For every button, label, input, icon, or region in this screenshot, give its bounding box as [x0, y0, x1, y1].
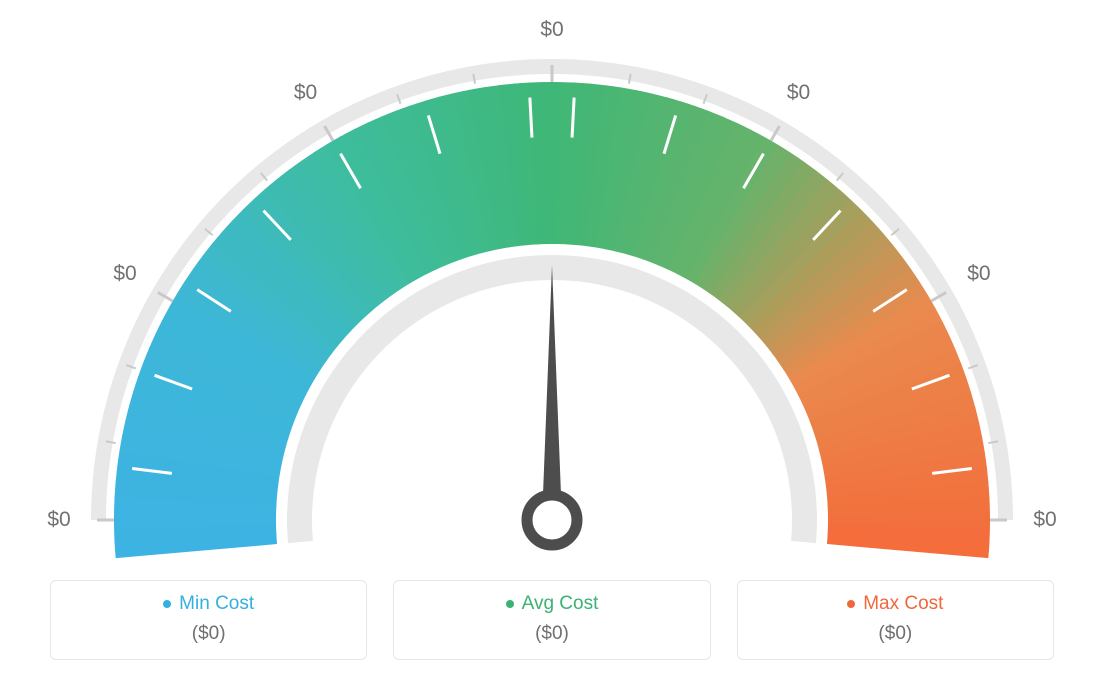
dot-icon — [847, 600, 855, 608]
gauge-tick-label: $0 — [540, 18, 563, 42]
gauge-svg — [0, 0, 1104, 570]
gauge-tick-label: $0 — [787, 81, 810, 105]
legend-label: Min Cost — [179, 593, 254, 615]
legend-label: Max Cost — [863, 593, 943, 615]
legend-value: ($0) — [404, 623, 699, 645]
gauge-tick-label: $0 — [113, 262, 136, 286]
gauge: $0 $0 $0 $0 $0 $0 $0 — [0, 0, 1104, 570]
legend-card-avg: Avg Cost ($0) — [393, 580, 710, 660]
gauge-tick-label: $0 — [47, 508, 70, 532]
gauge-tick-label: $0 — [294, 81, 317, 105]
legend-row: Min Cost ($0) Avg Cost ($0) Max Cost ($0… — [50, 580, 1054, 660]
gauge-tick-label: $0 — [1033, 508, 1056, 532]
legend-value: ($0) — [748, 623, 1043, 645]
legend-value: ($0) — [61, 623, 356, 645]
legend-label: Avg Cost — [522, 593, 599, 615]
legend-title-max: Max Cost — [847, 593, 943, 615]
gauge-tick-label: $0 — [967, 262, 990, 286]
dot-icon — [163, 600, 171, 608]
dot-icon — [506, 600, 514, 608]
chart-wrap: $0 $0 $0 $0 $0 $0 $0 Min Cost ($0) Avg Cost ($… — [0, 0, 1104, 690]
legend-card-min: Min Cost ($0) — [50, 580, 367, 660]
legend-title-min: Min Cost — [163, 593, 254, 615]
legend-card-max: Max Cost ($0) — [737, 580, 1054, 660]
legend-title-avg: Avg Cost — [506, 593, 599, 615]
